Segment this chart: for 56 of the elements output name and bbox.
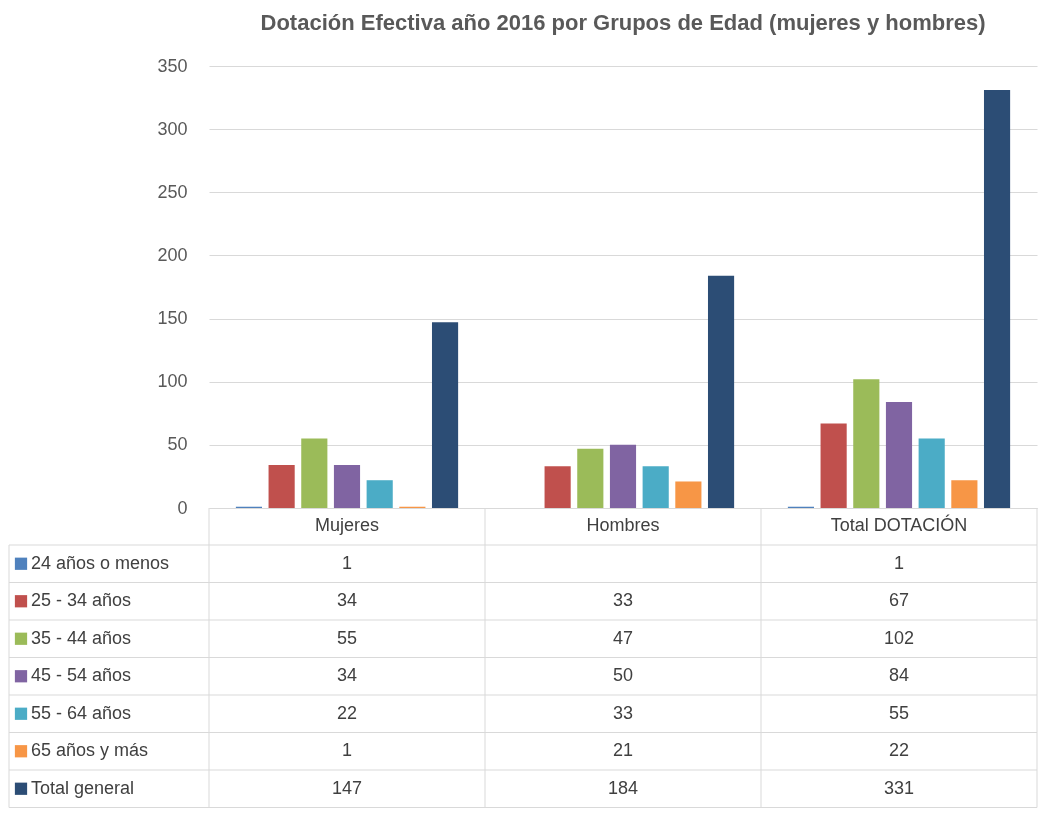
y-tick-label: 200 — [157, 244, 188, 265]
data-label: 22 — [888, 740, 910, 761]
data-label: 21 — [612, 740, 634, 761]
data-label: 184 — [607, 777, 639, 798]
bar — [268, 465, 295, 508]
y-tick-label: 0 — [177, 497, 188, 518]
data-label: 1 — [341, 740, 353, 761]
y-tick-label: 150 — [157, 308, 188, 329]
bar — [918, 438, 945, 508]
bar — [609, 444, 637, 508]
legend-label: 25 - 34 años — [31, 590, 132, 611]
legend-label: Total general — [31, 777, 135, 798]
bar — [544, 466, 571, 508]
legend-label: 55 - 64 años — [31, 702, 132, 723]
data-label: 147 — [331, 777, 363, 798]
bar — [853, 379, 880, 508]
y-tick-label: 50 — [167, 434, 188, 455]
bar — [301, 438, 328, 508]
y-tick-label: 250 — [157, 181, 188, 202]
data-label: 102 — [883, 627, 915, 648]
data-label: 1 — [341, 552, 353, 573]
data-label: 55 — [888, 702, 910, 723]
legend-label: 65 años y más — [31, 740, 149, 761]
data-label: 33 — [612, 590, 634, 611]
bar — [366, 480, 393, 508]
data-label: 1 — [893, 552, 905, 573]
bar — [707, 275, 735, 508]
data-label: 331 — [883, 777, 915, 798]
data-label: 33 — [612, 702, 634, 723]
data-label: 50 — [612, 665, 634, 686]
data-label: 22 — [336, 702, 358, 723]
bar — [951, 480, 978, 508]
legend-label: 35 - 44 años — [31, 627, 132, 648]
y-tick-label: 350 — [157, 55, 188, 76]
legend-label: 45 - 54 años — [31, 665, 132, 686]
data-label: 47 — [612, 627, 634, 648]
x-tick-label: Mujeres — [314, 514, 380, 535]
y-tick-label: 100 — [157, 371, 188, 392]
data-label: 55 — [336, 627, 358, 648]
data-label: 34 — [336, 590, 358, 611]
data-label: 84 — [888, 665, 910, 686]
bar — [577, 448, 604, 508]
chart-title: Dotación Efectiva año 2016 por Grupos de Edad (mujeres y hombres) — [260, 10, 986, 35]
data-label: 67 — [888, 590, 910, 611]
bar — [820, 423, 847, 508]
data-label: 34 — [336, 665, 358, 686]
y-tick-label: 300 — [157, 118, 188, 139]
x-tick-label: Hombres — [586, 514, 660, 535]
bar — [675, 481, 702, 508]
bar — [333, 465, 361, 508]
legend-label: 24 años o menos — [31, 552, 170, 573]
bar — [885, 401, 913, 508]
bar — [431, 322, 459, 508]
x-tick-label: Total DOTACIÓN — [830, 513, 968, 535]
bar — [642, 466, 669, 508]
bar — [983, 89, 1011, 508]
